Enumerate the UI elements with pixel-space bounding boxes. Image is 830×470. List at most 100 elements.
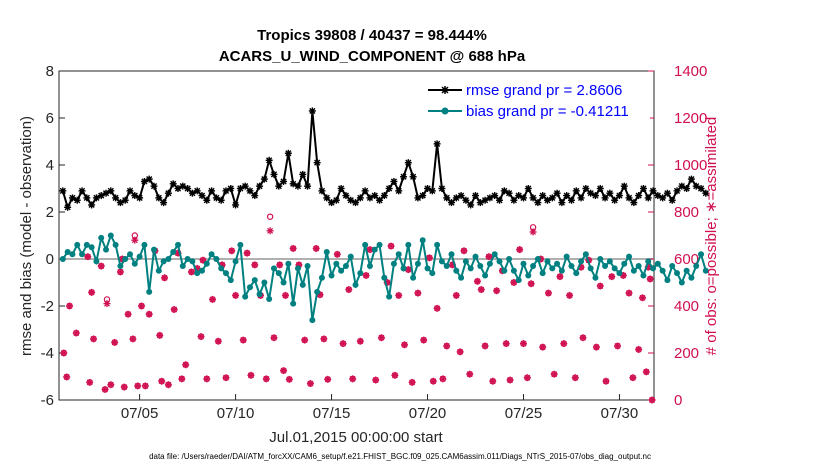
assimilated-obs-stroke [188,268,195,275]
rmse-point-core [483,198,488,203]
rmse-point-core [689,177,694,182]
bias-point [270,265,277,272]
bias-series [59,232,709,324]
rmse-point [59,187,67,195]
bias-point [165,256,172,262]
assimilated-obs-stroke [556,273,563,280]
assimilated-obs-stroke [426,254,433,261]
rmse-point-core [94,195,99,200]
rmse-point-core [665,191,670,196]
assimilated-obs-marker [602,377,610,385]
assimilated-obs-marker [420,336,428,344]
bias-point [342,263,349,270]
rmse-point-core [113,195,118,200]
rmse-point-core [439,186,444,191]
rmse-point [467,201,475,209]
rmse-point-core [564,193,569,198]
assimilated-obs-stroke [138,303,145,309]
rmse-point-core [660,195,665,200]
rmse-point-core [286,151,291,156]
bias-point [386,293,393,300]
bias-point [213,256,220,262]
rmse-point [567,196,575,204]
x-axis-label: Jul.01,2015 00:00:00 start [269,429,443,446]
assimilated-obs-marker [214,337,222,345]
assimilated-obs-marker [164,381,172,389]
assimilated-obs-marker [395,291,403,299]
rmse-point-core [617,193,622,198]
rmse-point [620,182,628,190]
rmse-point [126,187,134,195]
bias-point [381,274,388,281]
assimilated-obs-marker [281,291,289,299]
bias-point [160,258,167,265]
rmse-point-core [492,193,497,198]
assimilated-obs-marker [485,253,493,261]
bias-point [491,251,498,258]
rmse-point-core [137,195,142,200]
assimilated-obs-stroke [104,300,110,307]
assimilated-obs-stroke [453,292,460,299]
rmse-point-core [324,195,329,200]
rmse-point [280,177,288,185]
bias-point [462,258,469,265]
rmse-point [452,194,460,202]
rmse-point [112,194,120,202]
rmse-point-core [166,191,171,196]
rmse-point [659,194,667,202]
assimilated-obs-marker [456,348,464,356]
bias-point [405,241,412,248]
assimilated-obs-marker [629,374,637,382]
bias-point [285,260,292,267]
bias-point [208,251,215,258]
rmse-point-core [502,188,507,193]
bias-point [664,277,671,284]
plot-area [58,70,655,401]
assimilated-obs-marker [66,302,74,310]
rmse-point-core [339,186,344,191]
rmse-point [150,182,158,190]
bias-point [453,267,460,274]
rmse-point [472,192,479,200]
rmse-point [673,187,681,195]
assimilated-obs-marker [203,375,211,383]
bias-point [414,260,421,267]
assimilated-obs-stroke [90,335,97,342]
assimilated-obs-stroke [516,246,523,253]
rmse-point-core [228,186,233,191]
y2-axis-label: # of obs: o=possible; ∗=assimilated [703,117,720,356]
assimilated-obs-stroke [98,263,105,270]
rmse-point [323,194,331,202]
bias-point [659,267,666,274]
assimilated-obs-marker [460,247,468,255]
assimilated-obs-stroke [474,278,481,285]
rmse-point-core [507,191,512,196]
assimilated-obs-stroke [247,372,254,379]
assimilated-obs-stroke [566,292,573,299]
rmse-point-core [454,195,459,200]
rmse-point [241,182,249,190]
assimilated-obs-stroke [290,245,297,252]
rmse-point-core [699,186,704,191]
rmse-point [433,140,441,148]
bias-point [314,288,321,295]
assimilated-obs-stroke [84,253,91,260]
bias-point [107,232,114,239]
bias-point [477,263,484,270]
assimilated-obs-marker [306,380,314,388]
assimilated-obs-marker [120,383,128,391]
assimilated-obs-marker [391,371,399,379]
bias-point [645,258,652,265]
assimilated-obs-stroke [280,367,287,374]
bias-point [88,244,95,251]
y-tick-label: 6 [46,110,54,127]
y2-tick-label: 1400 [674,63,707,80]
rmse-point-core [348,198,353,203]
assimilated-obs-marker [414,289,422,297]
y-tick-label: 2 [46,204,54,221]
assimilated-obs-stroke [366,246,373,253]
bias-point [275,270,282,277]
bias-point [525,272,532,279]
rmse-point [419,192,427,200]
assimilated-obs-marker [387,242,395,250]
